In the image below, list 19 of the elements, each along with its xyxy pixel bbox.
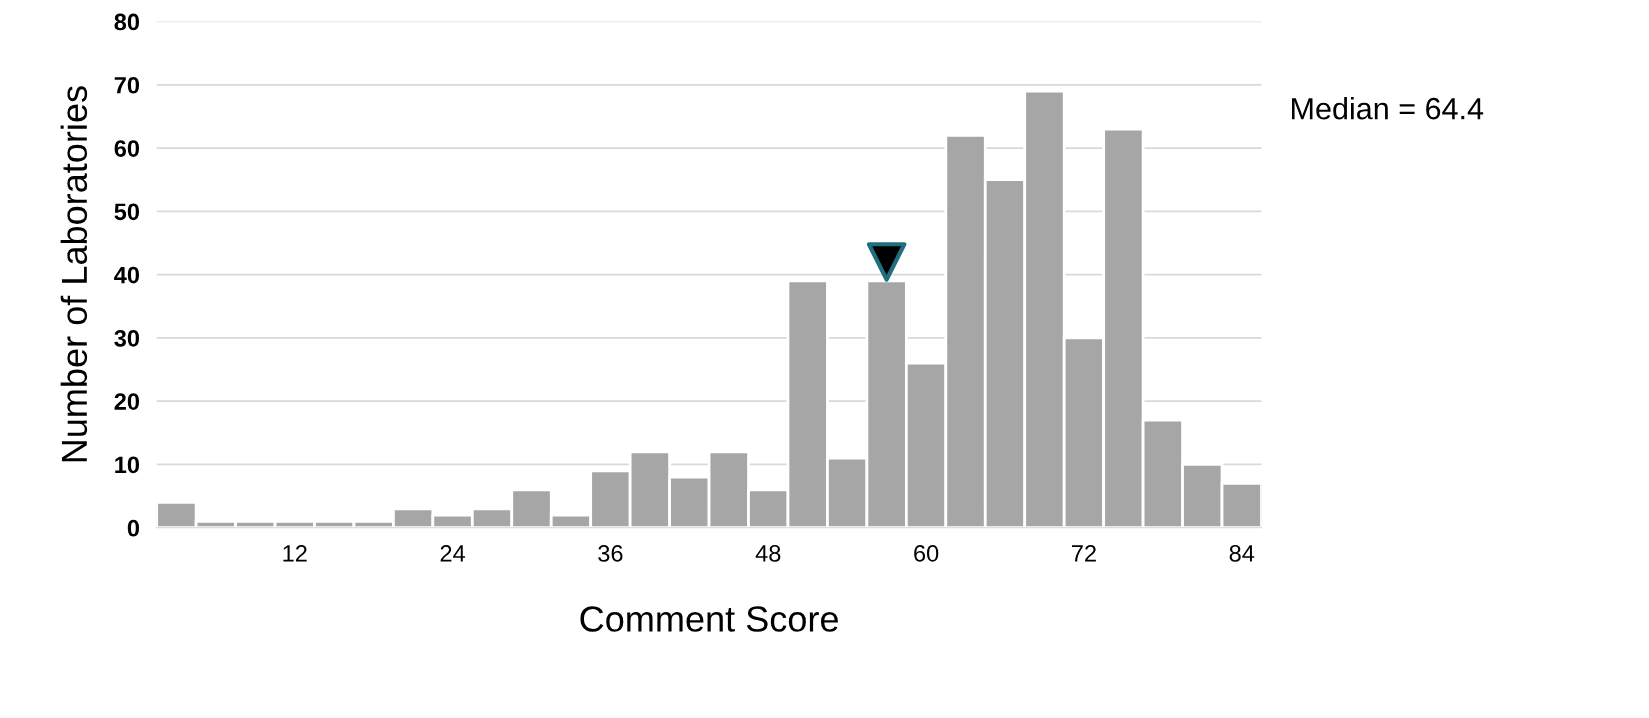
x-tick-label: 12 <box>283 545 307 562</box>
x-tick-label: 36 <box>598 545 623 562</box>
y-tick-label: 40 <box>114 266 140 284</box>
x-tick-label: 84 <box>1229 545 1255 562</box>
x-tick-label: 60 <box>914 545 939 562</box>
y-tick-label: 60 <box>114 140 140 157</box>
y-tick-label: 30 <box>114 329 140 347</box>
x-tick-label: 72 <box>1072 545 1096 562</box>
y-tick-label: 50 <box>114 203 140 221</box>
y-tick-label: 10 <box>115 456 140 474</box>
y-tick-label: 20 <box>114 393 140 410</box>
x-tick-label: 24 <box>440 545 466 562</box>
x-axis-title: Comment Score <box>580 606 838 632</box>
y-axis-title: Number of Laboratories <box>60 86 88 462</box>
y-tick-label: 70 <box>114 76 140 94</box>
y-tick-label: 0 <box>127 519 140 537</box>
y-tick-label: 80 <box>114 13 140 31</box>
x-tick-label: 48 <box>755 545 781 562</box>
text: Median = 64.4 <box>1292 97 1484 120</box>
